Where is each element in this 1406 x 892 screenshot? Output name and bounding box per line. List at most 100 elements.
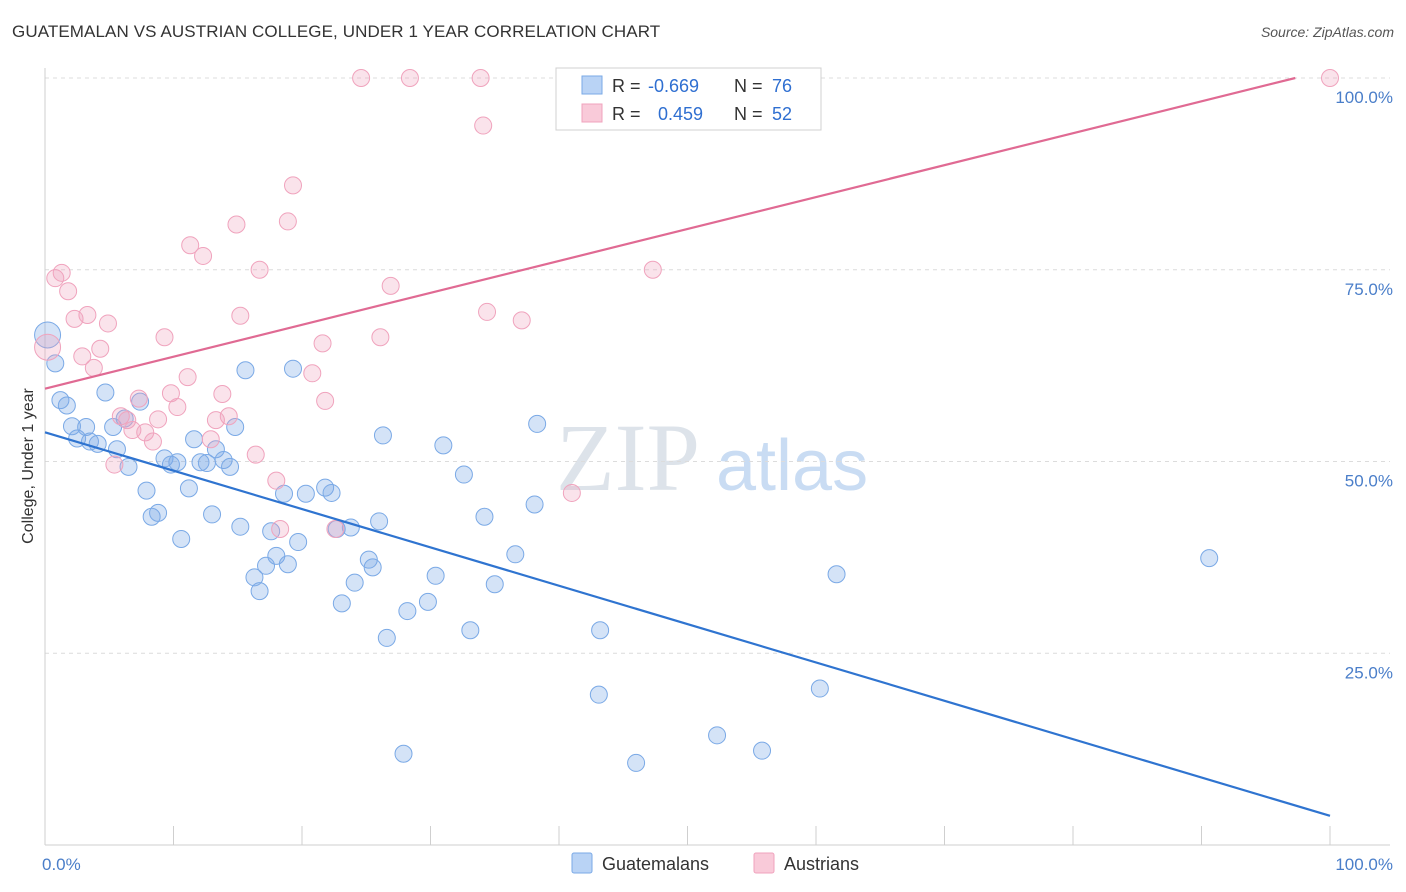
austrian-point-45 <box>474 116 493 135</box>
austrian-point-50 <box>643 260 662 279</box>
guatemalan-point-63 <box>506 545 525 564</box>
austrian-point-3 <box>59 282 78 301</box>
legend-n-value-1: 76 <box>772 76 792 96</box>
austrian-point-31 <box>250 260 269 279</box>
y-tick-label-3: 100.0% <box>1335 88 1393 107</box>
chart-title: GUATEMALAN VS AUSTRIAN COLLEGE, UNDER 1 … <box>12 22 661 41</box>
guatemalan-point-67 <box>591 621 610 640</box>
guatemalan-point-48 <box>345 573 364 592</box>
legend-r-label-1: R = <box>612 76 641 96</box>
austrian-point-2 <box>52 263 71 282</box>
y-tick-label-0: 25.0% <box>1345 663 1393 682</box>
legend-swatch-guatemalans <box>581 75 603 95</box>
x-tick-label-0: 0.0% <box>42 855 81 874</box>
austrian-point-23 <box>194 246 213 265</box>
y-tick-labels: 25.0% 50.0% 75.0% 100.0% <box>1335 88 1393 682</box>
guatemalan-point-64 <box>525 495 544 514</box>
austrian-point-39 <box>326 519 345 538</box>
austrian-point-9 <box>98 314 117 333</box>
austrian-point-8 <box>91 339 110 358</box>
y-tick-label-1: 50.0% <box>1345 472 1393 491</box>
austrian-point-47 <box>512 311 531 330</box>
austrian-point-7 <box>84 358 103 377</box>
austrian-point-28 <box>227 215 246 234</box>
guatemalan-point-62 <box>485 575 504 594</box>
guatemalan-point-71 <box>810 679 829 698</box>
austrian-point-30 <box>246 445 265 464</box>
austrian-point-12 <box>118 411 137 430</box>
austrian-point-15 <box>136 423 155 442</box>
guatemalan-point-52 <box>373 426 392 445</box>
austrian-point-35 <box>284 176 303 195</box>
austrian-point-27 <box>219 407 238 426</box>
guatemalan-point-72 <box>827 565 846 584</box>
austrian-point-33 <box>271 519 290 538</box>
guatemalan-point-41 <box>289 533 308 552</box>
guatemalan-point-59 <box>454 465 473 484</box>
austrian-point-48 <box>562 483 581 502</box>
guatemalan-point-6 <box>77 417 96 436</box>
correlation-legend: R = -0.669 N = 76 R = 0.459 N = 52 <box>555 67 822 131</box>
austrian-point-40 <box>352 69 371 87</box>
watermark-atlas: atlas <box>716 426 868 506</box>
austrian-point-0 <box>34 333 62 361</box>
guatemalan-point-61 <box>475 507 494 526</box>
guatemalan-point-73 <box>1200 549 1219 568</box>
austrian-point-17 <box>149 410 168 429</box>
guatemalan-point-22 <box>179 479 198 498</box>
austrian-point-21 <box>178 368 197 387</box>
guatemalan-point-17 <box>149 503 168 522</box>
austrian-point-5 <box>73 347 92 366</box>
guatemalan-point-56 <box>418 592 437 611</box>
guatemalan-point-39 <box>278 555 297 574</box>
bottom-legend-austrians: Austrians <box>784 854 859 874</box>
bottom-legend-swatch-guatemalans <box>571 852 593 874</box>
austrian-point-51 <box>1321 69 1339 87</box>
series-legend: Guatemalans Austrians <box>571 852 859 874</box>
austrian-point-46 <box>478 302 497 321</box>
bottom-legend-guatemalans: Guatemalans <box>602 854 709 874</box>
guatemalan-point-40 <box>284 359 303 378</box>
austrian-point-24 <box>201 430 220 449</box>
guatemalan-point-55 <box>398 602 417 621</box>
guatemalan-point-24 <box>191 453 210 472</box>
austrian-point-16 <box>143 432 162 451</box>
guatemalan-point-57 <box>426 566 445 585</box>
guatemalan-point-58 <box>434 436 453 455</box>
guatemalan-point-20 <box>168 453 187 472</box>
guatemalan-point-60 <box>461 621 480 640</box>
guatemalan-point-15 <box>137 481 156 500</box>
guatemalans-points <box>34 321 1219 772</box>
legend-r-value-1: -0.669 <box>648 76 699 96</box>
guatemalan-point-3 <box>57 396 76 415</box>
austrian-point-42 <box>381 276 400 295</box>
legend-swatch-austrians <box>581 103 603 123</box>
axes <box>44 68 1390 846</box>
bottom-legend-swatch-austrians <box>753 852 775 874</box>
trend-lines <box>44 76 1331 817</box>
guatemalan-point-44 <box>322 483 341 502</box>
guatemalan-point-70 <box>753 741 772 760</box>
guatemalan-point-33 <box>245 568 264 587</box>
guatemalan-point-65 <box>528 414 547 433</box>
y-tick-label-2: 75.0% <box>1345 280 1393 299</box>
austrian-point-37 <box>313 334 332 353</box>
guatemalan-point-8 <box>88 434 107 453</box>
guatemalan-point-29 <box>221 457 240 476</box>
guatemalan-point-32 <box>236 361 255 380</box>
x-tick-label-1: 100.0% <box>1335 855 1393 874</box>
guatemalan-point-9 <box>96 383 115 402</box>
guatemalan-point-66 <box>589 685 608 704</box>
austrians-trend-line <box>44 76 1296 390</box>
guatemalans-trend-line <box>44 431 1331 817</box>
guatemalan-point-51 <box>370 512 389 531</box>
guatemalan-point-69 <box>708 726 727 745</box>
austrians-points <box>34 69 1339 538</box>
austrian-point-44 <box>471 69 490 87</box>
austrian-point-6 <box>78 306 97 325</box>
guatemalan-point-26 <box>203 505 222 524</box>
legend-n-label-1: N = <box>734 76 763 96</box>
legend-n-value-2: 52 <box>772 104 792 124</box>
austrian-point-32 <box>267 471 286 490</box>
